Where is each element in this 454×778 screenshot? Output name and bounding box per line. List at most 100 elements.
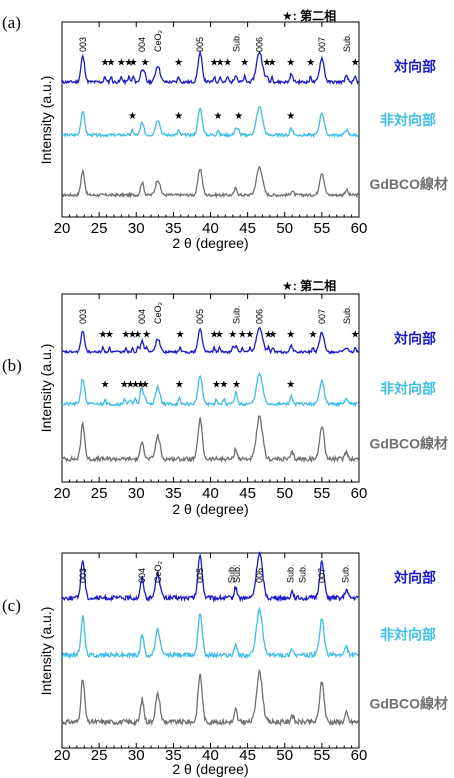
chart-panel: (c) 20 25 30 35 40 45 50 55 60 2 θ (degree) Intensi… bbox=[2, 551, 448, 777]
x-tick-label: 25 bbox=[91, 747, 108, 764]
x-tick-label: 40 bbox=[202, 747, 219, 764]
x-tick-label: 45 bbox=[239, 747, 256, 764]
series-name: 対向部 bbox=[393, 569, 436, 585]
y-axis-label: Intensity (a.u.) bbox=[38, 76, 54, 165]
x-tick-label: 20 bbox=[54, 220, 71, 237]
peak-label: 003 bbox=[78, 37, 88, 52]
peak-label: 007 bbox=[317, 568, 327, 583]
second-phase-star: ★ bbox=[351, 58, 360, 69]
peak-label: Sub. bbox=[341, 564, 351, 583]
x-tick-label: 30 bbox=[128, 220, 145, 237]
x-tick-label: 55 bbox=[314, 220, 331, 237]
peak-label: Sub. bbox=[286, 564, 296, 583]
series-name: GdBCO線材 bbox=[369, 435, 448, 451]
second-phase-star: ★ bbox=[210, 330, 219, 341]
peak-label: Sub. bbox=[298, 564, 308, 583]
second-phase-star: ★ bbox=[129, 58, 138, 69]
second-phase-note: ★: 第二相 bbox=[282, 8, 336, 23]
peak-label: 006 bbox=[255, 568, 265, 583]
second-phase-star: ★ bbox=[286, 58, 295, 69]
second-phase-star: ★ bbox=[238, 330, 247, 341]
y-axis-label: Intensity (a.u.) bbox=[38, 344, 54, 433]
second-phase-star: ★ bbox=[228, 330, 237, 341]
second-phase-star: ★ bbox=[286, 380, 295, 391]
x-tick-label: 50 bbox=[276, 485, 293, 502]
series-name: 非対向部 bbox=[380, 381, 436, 397]
second-phase-star: ★ bbox=[131, 380, 140, 391]
second-phase-star: ★ bbox=[306, 58, 315, 69]
x-tick-label: 35 bbox=[165, 485, 182, 502]
x-tick-label: 35 bbox=[165, 220, 182, 237]
second-phase-star: ★ bbox=[175, 380, 184, 391]
x-tick-label: 55 bbox=[314, 747, 331, 764]
peak-label: 004 bbox=[137, 37, 147, 52]
second-phase-star: ★ bbox=[240, 58, 249, 69]
series-line bbox=[61, 371, 359, 408]
second-phase-star: ★ bbox=[128, 330, 137, 341]
second-phase-star: ★ bbox=[136, 380, 145, 391]
x-tick-label: 60 bbox=[351, 485, 368, 502]
x-tick-label: 50 bbox=[276, 220, 293, 237]
second-phase-star: ★ bbox=[212, 380, 221, 391]
x-tick-label: 20 bbox=[54, 485, 71, 502]
peak-label: 007 bbox=[317, 37, 327, 52]
second-phase-star: ★ bbox=[286, 330, 295, 341]
series-line bbox=[61, 551, 359, 603]
second-phase-star: ★ bbox=[232, 380, 241, 391]
peak-label: Sub. bbox=[231, 33, 241, 52]
panel-label: (c) bbox=[2, 596, 21, 615]
x-axis-label: 2 θ (degree) bbox=[172, 501, 248, 517]
second-phase-star: ★ bbox=[286, 111, 295, 122]
y-axis-label: Intensity (a.u.) bbox=[38, 607, 54, 696]
second-phase-star: ★ bbox=[174, 111, 183, 122]
second-phase-star: ★ bbox=[101, 380, 110, 391]
x-tick-label: 40 bbox=[202, 485, 219, 502]
second-phase-star: ★ bbox=[141, 58, 150, 69]
second-phase-star: ★ bbox=[101, 58, 110, 69]
x-tick-label: 20 bbox=[54, 747, 71, 764]
second-phase-star: ★ bbox=[351, 330, 360, 341]
peak-label: 007 bbox=[317, 309, 327, 324]
chart-panel: (a) ★: 第二相 20 25 30 35 40 45 50 55 60 2 θ (degree) I… bbox=[2, 8, 448, 251]
series-line bbox=[61, 606, 359, 660]
peak-label: 005 bbox=[195, 568, 205, 583]
second-phase-star: ★ bbox=[262, 58, 271, 69]
series-name: GdBCO線材 bbox=[369, 696, 448, 712]
second-phase-star: ★ bbox=[215, 330, 224, 341]
peak-label: 003 bbox=[78, 568, 88, 583]
x-axis-label: 2 θ (degree) bbox=[172, 235, 248, 251]
series-line bbox=[61, 49, 359, 86]
peak-label: CeO₂ bbox=[153, 560, 163, 583]
panel-label: (a) bbox=[2, 13, 21, 32]
second-phase-star: ★ bbox=[124, 58, 133, 69]
second-phase-star: ★ bbox=[174, 58, 183, 69]
series-line bbox=[61, 327, 359, 355]
second-phase-star: ★ bbox=[117, 58, 126, 69]
x-tick-label: 55 bbox=[314, 485, 331, 502]
second-phase-star: ★ bbox=[216, 58, 225, 69]
x-tick-label: 45 bbox=[239, 220, 256, 237]
plot-frame bbox=[61, 552, 360, 749]
second-phase-star: ★ bbox=[245, 330, 254, 341]
x-tick-label: 25 bbox=[91, 485, 108, 502]
second-phase-note: ★: 第二相 bbox=[282, 278, 336, 293]
peak-label: Sub. bbox=[226, 564, 236, 583]
second-phase-star: ★ bbox=[210, 58, 219, 69]
x-tick-label: 50 bbox=[276, 747, 293, 764]
second-phase-star: ★ bbox=[98, 330, 107, 341]
series-name: 対向部 bbox=[393, 59, 436, 75]
series-line bbox=[61, 165, 359, 199]
plot-frame bbox=[61, 21, 360, 218]
x-tick-label: 30 bbox=[128, 747, 145, 764]
second-phase-star: ★ bbox=[176, 330, 185, 341]
peak-label: Sub. bbox=[342, 33, 352, 52]
second-phase-star: ★ bbox=[133, 330, 142, 341]
peak-label: Sub. bbox=[342, 305, 352, 324]
second-phase-star: ★ bbox=[141, 380, 150, 391]
second-phase-star: ★ bbox=[213, 111, 222, 122]
peak-label: 004 bbox=[137, 568, 147, 583]
second-phase-star: ★ bbox=[126, 380, 135, 391]
peak-label: 006 bbox=[255, 309, 265, 324]
second-phase-star: ★ bbox=[223, 58, 232, 69]
peak-label: 005 bbox=[195, 309, 205, 324]
